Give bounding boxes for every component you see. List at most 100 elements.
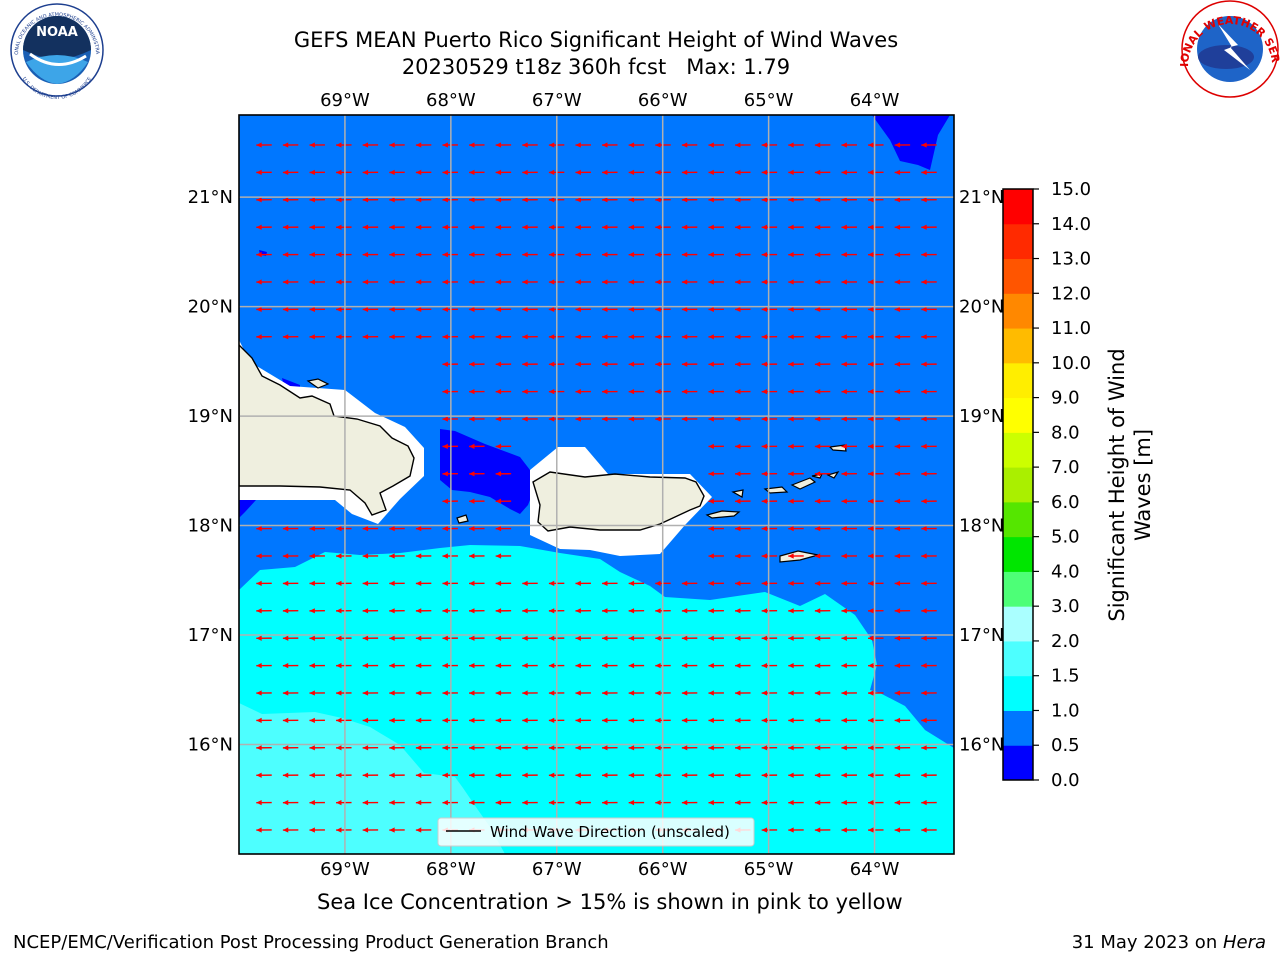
footer-date: 31 May 2023 on Hera — [1072, 932, 1266, 953]
colorbar-tick-label: 13.0 — [1051, 249, 1091, 270]
wind-arrow — [708, 169, 724, 176]
wind-arrow — [735, 361, 751, 367]
wind-arrow — [415, 197, 432, 203]
wind-arrow — [628, 800, 645, 806]
wind-arrow — [788, 416, 804, 422]
wind-arrow — [894, 772, 911, 778]
map-frame — [238, 114, 955, 855]
wind-arrow — [681, 717, 698, 724]
wind-arrow — [309, 142, 325, 148]
lat-tick-label-left: 21°N — [188, 187, 233, 208]
wind-arrow — [894, 169, 911, 176]
wind-arrow — [469, 142, 485, 148]
wind-arrow — [628, 389, 645, 395]
wind-arrow — [522, 772, 538, 778]
lat-tick-label-right: 17°N — [959, 625, 1004, 646]
colorbar-tick-label: 3.0 — [1051, 596, 1080, 617]
wind-arrow — [469, 224, 485, 230]
colorbar-tick-label: 11.0 — [1051, 318, 1091, 339]
wind-arrow — [415, 690, 432, 696]
colorbar-tick-label: 10.0 — [1051, 353, 1091, 374]
wind-arrow — [761, 800, 778, 806]
wind-arrow — [469, 279, 485, 285]
wind-arrow — [575, 334, 591, 340]
wind-arrow — [788, 169, 804, 176]
wind-arrow — [495, 580, 512, 587]
wind-arrow — [894, 717, 911, 724]
wind-arrow — [362, 306, 379, 313]
wind-arrow — [389, 224, 405, 230]
wind-arrow — [495, 745, 512, 751]
wind-arrow — [575, 800, 591, 806]
wind-arrow — [522, 306, 538, 313]
wind-arrow — [415, 827, 432, 833]
wind-arrow — [495, 498, 512, 504]
wind-arrow — [415, 772, 432, 778]
wind-arrow — [921, 663, 937, 669]
wind-arrow — [788, 663, 804, 669]
lat-tick-label-right: 19°N — [959, 406, 1004, 427]
wind-arrow — [282, 608, 299, 614]
wind-arrow — [708, 635, 724, 641]
wind-arrow — [681, 690, 698, 696]
wind-arrow — [256, 635, 272, 641]
colorbar-tick-label: 9.0 — [1051, 388, 1080, 409]
wave-band-0-0-5-northeast — [872, 115, 950, 170]
wind-arrow — [602, 635, 618, 641]
colorbar-labels: 0.0 0.5 1.0 1.5 2.0 3.0 4.0 5.0 6.0 7.0 8.0 9.0 10.0… — [1033, 179, 1091, 791]
wind-arrow — [362, 608, 379, 614]
wind-arrow — [628, 416, 645, 422]
wind-arrow — [894, 361, 911, 367]
colorbar-tick-label: 2.0 — [1051, 631, 1080, 652]
wind-arrow — [602, 580, 618, 587]
wind-arrow — [389, 279, 405, 285]
svg-text:NATIONAL WEATHER SERVICE: NATIONAL WEATHER SERVICE — [0, 0, 1280, 67]
wind-arrow — [735, 498, 751, 504]
wind-arrow — [894, 389, 911, 395]
colorbar-tick-label: 1.5 — [1051, 666, 1080, 687]
wind-arrow — [921, 690, 937, 696]
colorbar-tick-label: 7.0 — [1051, 457, 1080, 478]
wind-arrow — [814, 224, 831, 230]
wind-arrow — [788, 443, 804, 450]
wind-arrow — [602, 608, 618, 614]
wind-arrow — [282, 526, 299, 532]
wind-arrow — [362, 717, 379, 724]
noaa-logo-text: NOAA — [36, 25, 78, 40]
wind-arrow — [761, 690, 778, 696]
colorbar-segment — [1003, 432, 1033, 468]
colorbar — [1003, 189, 1033, 781]
wind-arrow — [681, 580, 698, 587]
wind-arrow — [788, 306, 804, 313]
wind-arrow — [415, 252, 432, 258]
wind-arrow — [415, 334, 432, 340]
wind-arrow — [761, 635, 778, 641]
wind-arrow — [735, 443, 751, 450]
wind-arrow — [575, 608, 591, 614]
wind-arrow — [602, 745, 618, 751]
wind-arrow — [841, 553, 857, 559]
wind-arrow — [309, 252, 325, 258]
wind-arrow — [309, 717, 325, 724]
colorbar-segment — [1003, 640, 1033, 677]
colorbar-segment — [1003, 258, 1033, 294]
wind-arrow — [921, 498, 937, 504]
wind-arrow — [788, 580, 804, 587]
wind-arrow — [761, 142, 778, 148]
wind-arrow — [628, 279, 645, 285]
wind-arrow — [469, 745, 485, 751]
wind-arrow — [309, 224, 325, 230]
wind-arrow — [282, 717, 299, 724]
wind-arrow — [788, 142, 804, 148]
colorbar-segment — [1003, 536, 1033, 572]
wind-arrow — [788, 635, 804, 641]
colorbar-tick-label: 1.0 — [1051, 700, 1080, 721]
wind-arrow — [389, 252, 405, 258]
wind-arrow — [921, 306, 937, 313]
colorbar-segment — [1003, 223, 1033, 260]
wind-arrow — [415, 608, 432, 614]
wind-arrow — [495, 471, 512, 477]
wind-arrow — [522, 279, 538, 285]
wind-arrow — [575, 416, 591, 422]
wind-arrow — [256, 334, 272, 340]
